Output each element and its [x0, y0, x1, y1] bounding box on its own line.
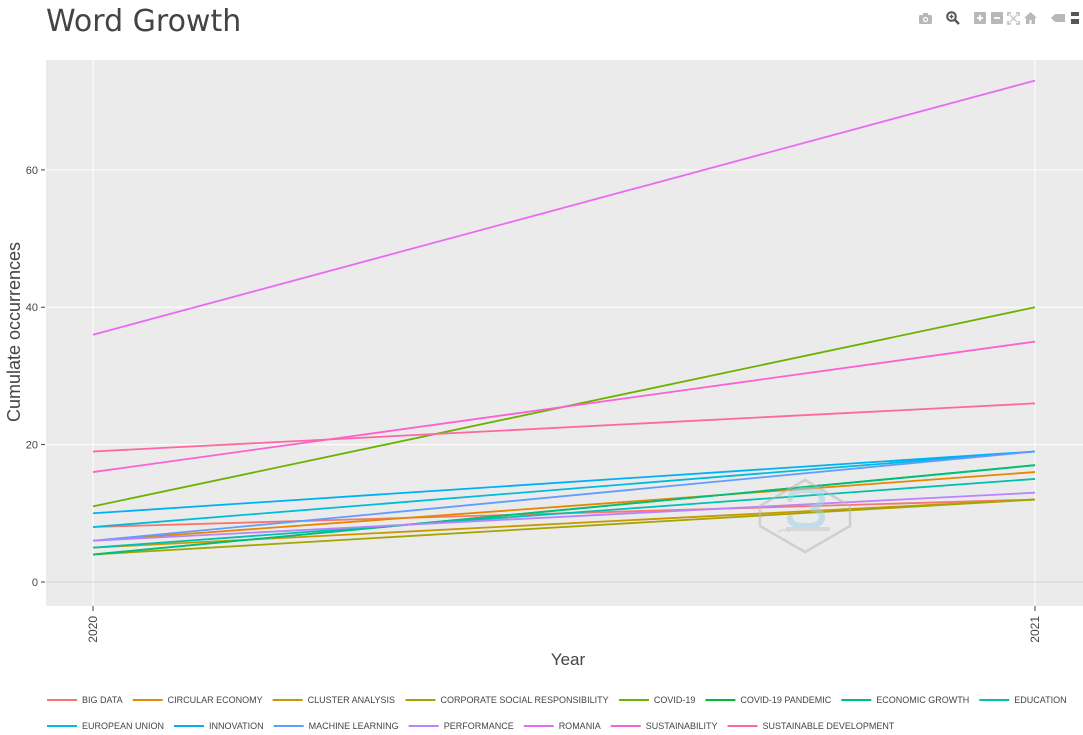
- y-tick-label: 0: [32, 577, 38, 589]
- series-lines: [92, 79, 1036, 556]
- legend-item-european-union[interactable]: EUROPEAN UNION: [47, 721, 164, 731]
- series-line-innovation[interactable]: [92, 450, 1036, 515]
- series-line-machine-learning[interactable]: [92, 450, 1036, 542]
- legend-item-innovation[interactable]: INNOVATION: [174, 721, 264, 731]
- legend-label: ECONOMIC GROWTH: [876, 695, 969, 705]
- legend-item-sustainability[interactable]: SUSTAINABILITY: [610, 721, 718, 731]
- legend-item-cluster-analysis[interactable]: CLUSTER ANALYSIS: [272, 695, 395, 705]
- zoom-icon[interactable]: [944, 9, 961, 27]
- legend-item-covid-19[interactable]: COVID-19: [618, 695, 696, 705]
- series-line-romania[interactable]: [92, 79, 1036, 336]
- legend-item-performance[interactable]: PERFORMANCE: [408, 721, 514, 731]
- y-axis-title: Cumulate occurrences: [4, 242, 24, 422]
- x-tick-label: 2021: [1028, 616, 1042, 643]
- series-line-economic-growth[interactable]: [92, 464, 1036, 556]
- series-line-sustainability[interactable]: [92, 340, 1036, 473]
- series-line-circular-economy[interactable]: [92, 471, 1036, 542]
- legend-label: SUSTAINABLE DEVELOPMENT: [763, 721, 895, 731]
- x-axis-title: Year: [551, 650, 586, 669]
- legend-label: PERFORMANCE: [444, 721, 514, 731]
- legend-item-circular-economy[interactable]: CIRCULAR ECONOMY: [132, 695, 263, 705]
- legend-label: BIG DATA: [82, 695, 123, 705]
- watermark-logo: [758, 478, 852, 554]
- camera-icon[interactable]: [917, 9, 934, 27]
- series-line-performance[interactable]: [92, 491, 1036, 542]
- legend-label: CORPORATE SOCIAL RESPONSIBILITY: [441, 695, 609, 705]
- compare-data-icon[interactable]: [1066, 9, 1083, 27]
- chart-modebar: [917, 9, 1083, 27]
- y-tick-label: 20: [26, 440, 38, 452]
- legend-label: CLUSTER ANALYSIS: [308, 695, 395, 705]
- reset-axes-icon[interactable]: [1022, 9, 1039, 27]
- x-tick-label: 2020: [86, 616, 100, 643]
- legend-item-corporate-social-responsibility[interactable]: CORPORATE SOCIAL RESPONSIBILITY: [405, 695, 609, 705]
- legend-label: SUSTAINABILITY: [646, 721, 718, 731]
- legend-item-romania[interactable]: ROMANIA: [523, 721, 601, 731]
- series-line-sustainable-development[interactable]: [92, 402, 1036, 453]
- legend-label: INNOVATION: [209, 721, 264, 731]
- series-line-corporate-social-responsibility[interactable]: [92, 498, 1036, 556]
- legend: BIG DATA CIRCULAR ECONOMY CLUSTER ANALYSIS…: [47, 695, 1067, 731]
- legend-label: EUROPEAN UNION: [82, 721, 164, 731]
- y-tick-label: 60: [26, 165, 38, 177]
- autoscale-icon[interactable]: [1005, 9, 1022, 27]
- legend-label: MACHINE LEARNING: [309, 721, 399, 731]
- zoom-out-icon[interactable]: [988, 9, 1005, 27]
- legend-label: ROMANIA: [559, 721, 601, 731]
- series-line-european-union[interactable]: [92, 450, 1036, 528]
- legend-item-machine-learning[interactable]: MACHINE LEARNING: [273, 721, 399, 731]
- legend-item-covid-19-pandemic[interactable]: COVID-19 PANDEMIC: [705, 695, 832, 705]
- legend-label: EDUCATION: [1014, 695, 1066, 705]
- y-axis-ticks: 0 20 40 60: [26, 165, 45, 589]
- legend-item-sustainable-development[interactable]: SUSTAINABLE DEVELOPMENT: [727, 721, 895, 731]
- series-line-education[interactable]: [92, 478, 1036, 549]
- legend-item-big-data[interactable]: BIG DATA: [47, 695, 123, 705]
- y-tick-label: 40: [26, 302, 38, 314]
- legend-item-economic-growth[interactable]: ECONOMIC GROWTH: [841, 695, 969, 705]
- legend-label: CIRCULAR ECONOMY: [168, 695, 263, 705]
- chart-title: Word Growth: [46, 4, 242, 39]
- spike-lines-icon[interactable]: [1049, 9, 1066, 27]
- vertical-gridlines: [92, 60, 1036, 606]
- zoom-in-icon[interactable]: [971, 9, 988, 27]
- legend-label: COVID-19: [654, 695, 696, 705]
- x-axis-ticks: 2020 2021: [86, 606, 1042, 643]
- legend-item-education[interactable]: EDUCATION: [979, 695, 1067, 705]
- legend-label: COVID-19 PANDEMIC: [740, 695, 831, 705]
